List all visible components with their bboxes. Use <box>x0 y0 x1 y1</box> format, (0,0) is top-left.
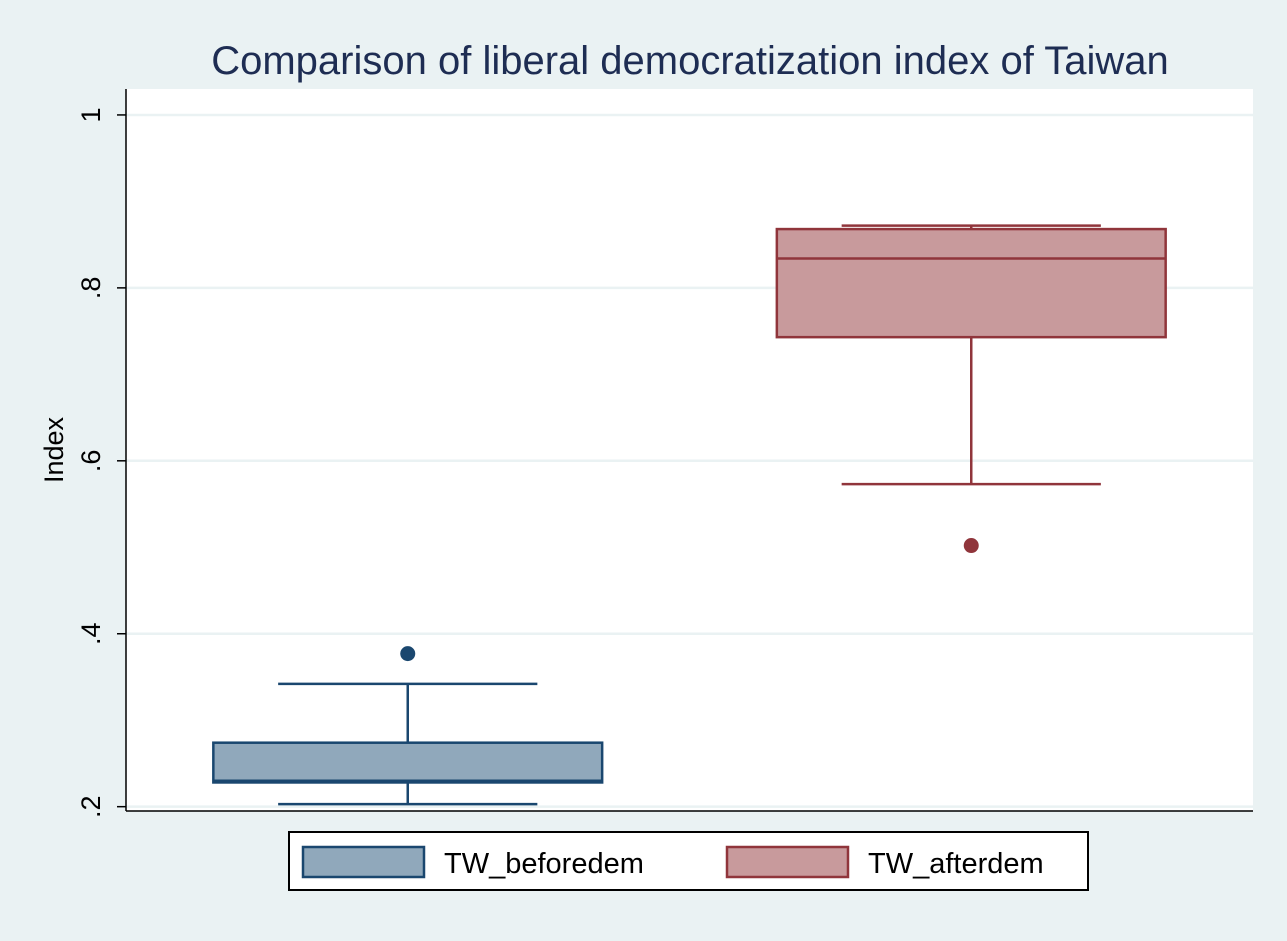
y-tick-label: 1 <box>76 107 106 122</box>
y-tick-label: .8 <box>76 277 106 300</box>
y-axis-label: Index <box>39 416 69 483</box>
legend-swatch <box>725 845 850 879</box>
outlier-point <box>963 538 979 554</box>
legend-label: TW_afterdem <box>868 848 1044 880</box>
legend-swatch <box>301 845 426 879</box>
iqr-box <box>212 741 604 784</box>
box-group <box>775 224 1167 554</box>
legend-label: TW_beforedem <box>444 848 644 880</box>
outlier-point <box>400 646 416 662</box>
box-group <box>212 646 604 806</box>
plot-area <box>126 89 1253 811</box>
box-layer <box>212 224 1167 806</box>
legend: TW_beforedem TW_afterdem <box>288 831 1089 891</box>
y-tick-label: .6 <box>76 450 106 473</box>
grid-layer <box>126 113 1253 808</box>
ytick-layer: .2 .4 .6 .8 1 <box>76 107 126 818</box>
y-tick-label: .4 <box>76 622 106 645</box>
chart-title: Comparison of liberal democratization in… <box>211 39 1169 83</box>
iqr-box <box>775 227 1167 339</box>
y-tick-label: .2 <box>76 795 106 818</box>
